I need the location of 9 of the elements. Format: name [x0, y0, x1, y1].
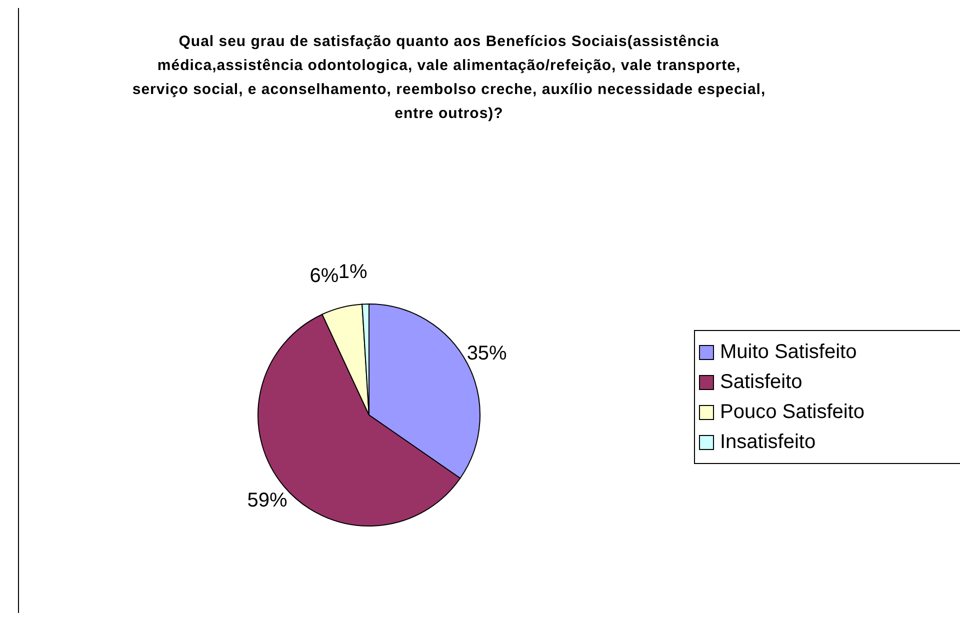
data-label: 59%: [247, 490, 288, 512]
legend-label: Insatisfeito: [720, 430, 816, 454]
legend-label: Muito Satisfeito: [720, 340, 857, 364]
legend-label: Satisfeito: [720, 370, 802, 394]
data-label: 6%: [310, 265, 339, 288]
data-label: 35%: [466, 342, 508, 364]
legend-label: Pouco Satisfeito: [720, 400, 865, 424]
data-label: 1%: [338, 261, 368, 284]
chart-title: Qual seu grau de satisfação quanto aos Benefícios Sociais(assistência médica,assistência odontologica, vale alimentação/refeição, vale transporte, serviço social, e aconselhamento, reembolso creche, auxílio necessidade especial, entre outros)?: [131, 32, 767, 124]
